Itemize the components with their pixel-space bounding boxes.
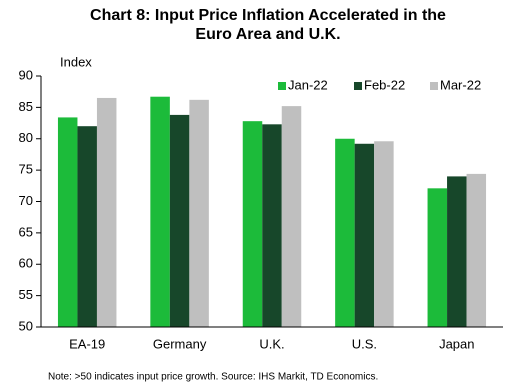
note: Note: >50 indicates input price growth. …: [48, 372, 378, 383]
bar: [466, 173, 487, 327]
bar: [169, 114, 190, 327]
y-tick-label: 55: [19, 287, 33, 302]
legend-swatch: [430, 82, 438, 90]
bar: [427, 188, 448, 327]
legend-label: Mar-22: [440, 77, 481, 92]
y-tick-label: 85: [19, 99, 33, 114]
bar: [335, 138, 355, 327]
bar: [281, 106, 302, 328]
y-tick-label: 75: [19, 162, 33, 177]
y-tick-label: 65: [19, 224, 33, 239]
chart-title: Euro Area and U.K.: [195, 26, 340, 43]
x-tick-label: Germany: [153, 336, 207, 351]
x-tick-label: U.K.: [259, 336, 284, 351]
bar: [374, 141, 394, 327]
x-tick-label: Japan: [439, 336, 474, 351]
chart-title: Chart 8: Input Price Inflation Accelerat…: [90, 7, 446, 24]
legend-label: Feb-22: [364, 77, 405, 92]
bar: [96, 97, 117, 328]
bar: [150, 96, 170, 328]
y-tick-label: 90: [19, 67, 33, 82]
bar: [262, 124, 282, 327]
y-tick-label: 60: [19, 256, 33, 271]
bar: [242, 121, 263, 328]
y-tick-label: 80: [19, 130, 33, 145]
legend-swatch: [278, 82, 286, 90]
legend-label: Jan-22: [288, 77, 328, 92]
bar: [354, 143, 375, 327]
bar: [77, 126, 97, 327]
bar: [189, 99, 209, 327]
x-tick-label: U.S.: [352, 336, 377, 351]
bar: [57, 117, 78, 327]
bar: [447, 176, 467, 327]
y-tick-label: 50: [19, 318, 33, 333]
legend-swatch: [354, 82, 362, 90]
y-axis-label: Index: [60, 54, 92, 69]
y-tick-label: 70: [19, 193, 33, 208]
x-tick-label: EA-19: [69, 336, 105, 351]
